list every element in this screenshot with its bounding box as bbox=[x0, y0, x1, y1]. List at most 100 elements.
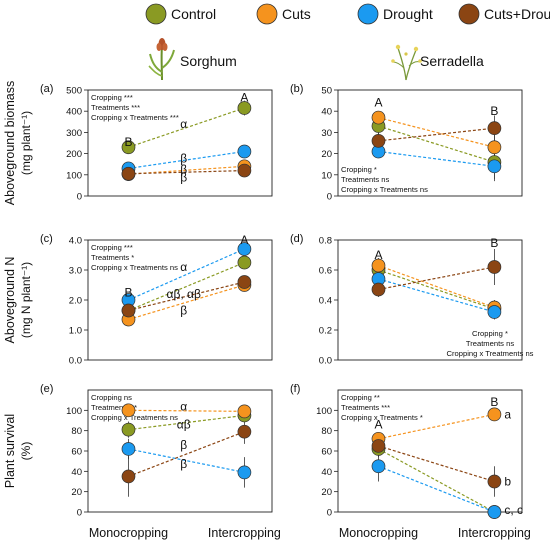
y-tick-label: 20 bbox=[321, 149, 332, 160]
treatment-letter: β bbox=[180, 457, 187, 471]
series-line bbox=[128, 248, 245, 301]
stats-text: Cropping x Treatments ns bbox=[91, 263, 178, 272]
row-label-unit: (mg plant⁻¹) bbox=[19, 111, 33, 175]
stats-text: Treatments *** bbox=[341, 403, 390, 412]
series-line bbox=[128, 409, 245, 412]
y-tick-label: 300 bbox=[66, 128, 82, 139]
series-line bbox=[128, 169, 245, 175]
data-point bbox=[371, 459, 386, 474]
x-category-label: Intercropping bbox=[458, 526, 531, 540]
legend-item: Cuts bbox=[256, 3, 311, 25]
series-line bbox=[378, 116, 495, 148]
y-tick-label: 10 bbox=[321, 170, 332, 181]
legend: Control Cuts Drought Cuts+Drought bbox=[145, 3, 550, 25]
significance-letter: B bbox=[490, 236, 498, 250]
series bbox=[378, 271, 495, 320]
series-line bbox=[378, 125, 495, 163]
significance-letter: B bbox=[490, 395, 498, 409]
stats-text: Cropping x Treatments *** bbox=[91, 113, 179, 122]
significance-letter: B bbox=[490, 104, 498, 118]
y-tick-label: 400 bbox=[66, 107, 82, 118]
significance-letter: A bbox=[374, 418, 382, 432]
y-tick-label: 0.2 bbox=[319, 326, 332, 337]
sorghum-title: Sorghum bbox=[180, 53, 237, 69]
series-line bbox=[378, 445, 495, 483]
series-line bbox=[378, 127, 495, 142]
y-tick-label: 80 bbox=[321, 426, 332, 437]
panel-label: (e) bbox=[40, 383, 53, 395]
legend-swatch bbox=[256, 3, 278, 25]
treatment-letter: β bbox=[180, 170, 187, 184]
data-point bbox=[237, 242, 252, 256]
panel-label: (b) bbox=[290, 83, 303, 95]
y-tick-label: 20 bbox=[321, 487, 332, 498]
treatment-letter: αβ bbox=[177, 418, 191, 432]
series bbox=[378, 147, 495, 182]
legend-swatch bbox=[357, 3, 379, 25]
y-tick-label: 40 bbox=[321, 107, 332, 118]
series bbox=[378, 111, 495, 160]
row-label: Plant survival bbox=[3, 414, 17, 488]
stats-text: Treatments ** bbox=[91, 403, 137, 412]
y-tick-label: 0 bbox=[327, 508, 332, 519]
series-line bbox=[378, 264, 495, 309]
data-point bbox=[487, 121, 502, 136]
y-tick-label: 60 bbox=[321, 447, 332, 458]
panel-label: (c) bbox=[40, 233, 53, 245]
y-tick-label: 100 bbox=[66, 170, 82, 181]
data-point bbox=[237, 163, 252, 178]
y-tick-label: 0 bbox=[327, 192, 332, 203]
row-label-unit: (%) bbox=[19, 442, 33, 461]
data-point bbox=[237, 465, 252, 480]
legend-item: Cuts+Drought bbox=[458, 3, 550, 25]
series-line bbox=[128, 150, 245, 170]
y-tick-label: 100 bbox=[66, 406, 82, 417]
series-line bbox=[378, 465, 495, 513]
data-point bbox=[237, 404, 252, 419]
y-tick-label: 60 bbox=[71, 447, 82, 458]
stats-text: Cropping * bbox=[341, 165, 377, 174]
y-tick-label: 100 bbox=[316, 406, 332, 417]
y-tick-label: 80 bbox=[71, 426, 82, 437]
sorghum-plant-icon bbox=[148, 38, 175, 81]
side-letter: c, c bbox=[504, 503, 523, 517]
data-point bbox=[487, 260, 502, 274]
y-tick-label: 20 bbox=[71, 487, 82, 498]
legend-label: Control bbox=[171, 6, 216, 22]
series bbox=[378, 115, 495, 180]
x-category-label: Monocropping bbox=[339, 526, 418, 540]
series-line bbox=[378, 150, 495, 167]
y-tick-label: 50 bbox=[321, 86, 332, 97]
data-point bbox=[487, 140, 502, 155]
y-tick-label: 3.0 bbox=[69, 266, 82, 277]
data-point bbox=[371, 134, 386, 148]
data-point bbox=[487, 505, 502, 519]
panel: (d) 0.0 0.2 0.4 0.6 0.8 Cropping *Treatments n… bbox=[290, 233, 534, 367]
data-point bbox=[371, 258, 386, 273]
data-point bbox=[237, 275, 252, 289]
treatment-letter: β bbox=[180, 163, 187, 177]
data-point bbox=[487, 407, 502, 422]
y-tick-label: 40 bbox=[71, 467, 82, 478]
data-point bbox=[121, 166, 136, 181]
y-tick-label: 0.0 bbox=[69, 356, 82, 367]
row-label-unit: (mg N plant⁻¹) bbox=[19, 262, 33, 338]
y-tick-label: 4.0 bbox=[69, 236, 82, 247]
series-line bbox=[378, 448, 495, 513]
y-tick-label: 0 bbox=[77, 192, 82, 203]
y-tick-label: 40 bbox=[321, 467, 332, 478]
panel: (c) 0.0 1.0 2.0 3.0 4.0 Cropping ***Treatments… bbox=[40, 233, 273, 367]
series bbox=[378, 435, 495, 497]
legend-swatch bbox=[458, 3, 480, 25]
serradella-title: Serradella bbox=[420, 53, 484, 69]
panel-label: (d) bbox=[290, 233, 303, 245]
stats-text: Treatments * bbox=[91, 253, 134, 262]
legend-label: Drought bbox=[383, 6, 433, 22]
treatment-letter: α bbox=[180, 117, 187, 131]
panel: (f) 0 20 40 60 80 100 Cropping **Treatments ***… bbox=[290, 383, 523, 519]
treatment-letter: β bbox=[180, 151, 187, 165]
series bbox=[378, 440, 495, 513]
data-point bbox=[121, 403, 136, 418]
